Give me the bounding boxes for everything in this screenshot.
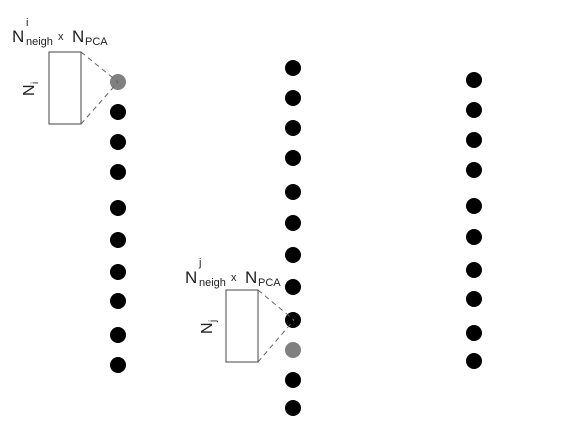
neigh-sup-j: j bbox=[198, 257, 201, 269]
right-column-point bbox=[466, 262, 482, 278]
right-column-point bbox=[466, 325, 482, 341]
middle-column-point bbox=[285, 150, 301, 166]
middle-column-point bbox=[285, 215, 301, 231]
middle-highlighted-point bbox=[285, 342, 301, 358]
svg-text:N: N bbox=[21, 84, 38, 96]
middle-column-point bbox=[285, 184, 301, 200]
dashed-connector-bottom-i bbox=[80, 81, 119, 125]
middle-column-point bbox=[285, 90, 301, 106]
left-column-point bbox=[110, 200, 126, 216]
middle-column-point bbox=[285, 247, 301, 263]
dashed-connector-top-i bbox=[80, 51, 119, 83]
left-column-point bbox=[110, 164, 126, 180]
pca-sub-j: PCA bbox=[258, 277, 281, 289]
right-column-point bbox=[466, 198, 482, 214]
times-sign-j: x bbox=[231, 272, 237, 284]
neigh-sup-i: i bbox=[26, 17, 28, 29]
middle-column-point bbox=[285, 372, 301, 388]
neigh-sub-j: neigh bbox=[199, 277, 226, 289]
middle-column-point bbox=[285, 279, 301, 295]
neigh-sub-i: neigh bbox=[26, 36, 53, 48]
dashed-connector-bottom-j bbox=[257, 319, 295, 363]
middle-column-point bbox=[285, 60, 301, 76]
left-column-point bbox=[110, 327, 126, 343]
left-column-point bbox=[110, 134, 126, 150]
right-column-point bbox=[466, 291, 482, 307]
pca-label-j: N bbox=[245, 268, 257, 287]
left-column-point bbox=[110, 232, 126, 248]
middle-column-point bbox=[285, 400, 301, 416]
neighborhood-j-annotation: N j neigh x N PCA N j bbox=[185, 257, 295, 363]
side-label-j: N j bbox=[199, 320, 219, 334]
middle-column-point bbox=[285, 120, 301, 136]
right-column-point bbox=[466, 102, 482, 118]
pca-label-i: N bbox=[72, 27, 84, 46]
times-sign-i: x bbox=[58, 31, 64, 43]
right-column-point bbox=[466, 353, 482, 369]
matrix-box-i bbox=[48, 51, 82, 125]
right-column-point bbox=[466, 132, 482, 148]
left-column-point bbox=[110, 264, 126, 280]
neigh-count-label-i: N bbox=[12, 27, 24, 46]
left-column-point bbox=[110, 357, 126, 373]
left-column-point bbox=[110, 104, 126, 120]
svg-text:j: j bbox=[208, 320, 219, 323]
left-column-point bbox=[110, 293, 126, 309]
dashed-connector-top-j bbox=[257, 289, 295, 321]
right-column-point bbox=[466, 229, 482, 245]
side-label-i: N i bbox=[21, 82, 41, 96]
neigh-count-label-j: N bbox=[185, 268, 197, 287]
right-column-point bbox=[466, 72, 482, 88]
neighborhood-i-annotation: N i neigh x N PCA N i bbox=[12, 17, 119, 125]
svg-text:N: N bbox=[199, 322, 216, 334]
matrix-box-j bbox=[225, 289, 259, 363]
pca-sub-i: PCA bbox=[85, 36, 108, 48]
right-column-point bbox=[466, 162, 482, 178]
svg-text:i: i bbox=[30, 82, 41, 84]
point-columns bbox=[110, 60, 482, 416]
